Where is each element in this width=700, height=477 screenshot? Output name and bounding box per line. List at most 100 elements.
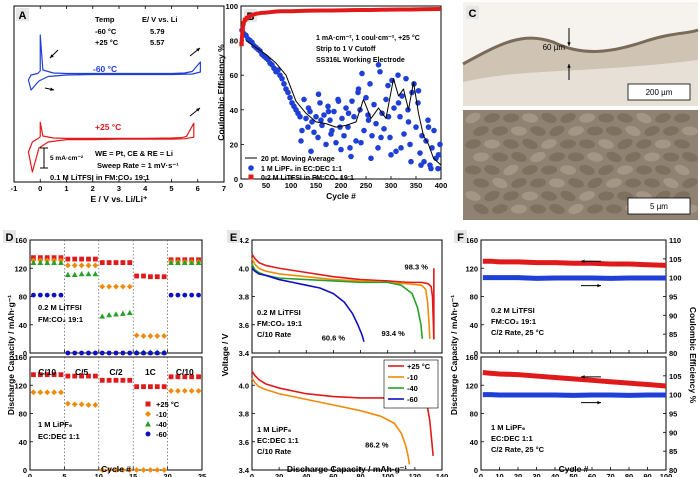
- panel-d-point: [86, 350, 91, 356]
- panel-f-x-tick-label: 30: [532, 472, 540, 477]
- panel-d-electrolyte-label: 0.2 M LiTFSI: [38, 303, 82, 312]
- panel-c-grain: [636, 165, 652, 175]
- panel-e-x-tick-label: 40: [302, 472, 310, 477]
- panel-b-legend-label: 1 M LiPF₆ in EC:DEC 1:1: [261, 166, 342, 173]
- panel-a-note: 0.1 M LiTFSI in FM:CO₂ 19:1: [50, 173, 150, 182]
- panel-b-legend-label: 20 pt. Moving Average: [261, 156, 335, 163]
- panel-a-x-tick-label: 1: [64, 184, 68, 193]
- panel-d-point: [119, 283, 126, 290]
- panel-d-electrolyte-label: EC:DEC 1:1: [38, 432, 80, 441]
- panel-b-point: [385, 82, 391, 89]
- panel-d-y-tick-label: 160: [14, 236, 27, 245]
- panel-d-point: [85, 262, 92, 269]
- panel-c-grain: [663, 126, 679, 136]
- panel-c-grain: [625, 125, 641, 137]
- panel-a-x-tick-label: 3: [117, 184, 121, 193]
- panel-b-legend-label: 0.2 M LiTFSI in FM:CO₂ 19:1: [261, 175, 354, 182]
- panel-a-x-tick-label: 7: [222, 184, 226, 193]
- panel-d-legend-label: -10: [156, 410, 167, 419]
- panel-c-grain: [511, 178, 527, 188]
- panel-c-label-bg: [466, 6, 479, 19]
- panel-e-y-tick-label: 3.8: [239, 293, 249, 302]
- panel-c-grain: [655, 165, 671, 175]
- panel-d-point: [113, 311, 119, 317]
- panel-d-point: [133, 467, 140, 473]
- panel-d-point: [168, 388, 174, 394]
- panel-c-grain: [560, 139, 576, 149]
- panel-b-x-tick-label: 50: [262, 181, 270, 190]
- panel-c-grain: [503, 191, 519, 201]
- panel-f-electrolyte-label: 0.2 M LiTFSI: [491, 306, 535, 315]
- panel-b-y-tick-label: 20: [230, 140, 238, 149]
- panel-c-grain: [579, 191, 595, 201]
- panel-d-point: [134, 273, 140, 279]
- panel-e-legend-label: +25 °C: [407, 362, 431, 371]
- panel-b-point: [418, 162, 424, 168]
- panel-a-x-tick-label: 4: [143, 184, 148, 193]
- panel-c-grain: [579, 139, 595, 149]
- panel-e-y-tick-label: 4.2: [239, 236, 249, 245]
- panel-b-point: [345, 124, 351, 130]
- panel-d-point: [126, 283, 133, 290]
- panel-d-legend-swatch: [145, 421, 151, 427]
- panel-b-point: [319, 122, 325, 129]
- panel-d-y-tick-label: 40: [19, 321, 27, 330]
- panel-e-ylabel: Voltage / V: [220, 333, 230, 376]
- panel-b-x-tick-label: 0: [239, 181, 243, 190]
- panel-c-grain: [617, 113, 633, 123]
- panel-d-point: [120, 260, 126, 265]
- panel-c-grain: [644, 178, 660, 188]
- panel-b-point: [301, 96, 307, 103]
- panel-f-y-right-tick-label: 85: [669, 330, 677, 339]
- panel-e-electrolyte-label: FM:CO₂ 19:1: [257, 319, 302, 328]
- panel-d-y-tick-label: 80: [19, 410, 27, 419]
- panel-b-point: [435, 151, 442, 158]
- panel-f-x-tick-label: 90: [643, 472, 651, 477]
- panel-d-point: [126, 467, 133, 473]
- panel-c-grain: [530, 151, 546, 163]
- panel-d-point: [64, 271, 71, 278]
- panel-e-y-tick-label: 3.6: [239, 321, 249, 330]
- panel-d-point: [175, 292, 181, 298]
- panel-b-point: [349, 98, 355, 104]
- panel-e-y-tick-label: 3.6: [239, 438, 249, 447]
- panel-d-point: [140, 333, 147, 339]
- panel-e-series-line: [251, 267, 365, 342]
- panel-c-grain: [503, 113, 519, 123]
- panel-c-grain: [492, 177, 508, 189]
- panel-c-grain: [511, 126, 527, 136]
- panel-e-y-tick-label: 3.4: [239, 466, 250, 475]
- panel-b-point: [397, 113, 403, 120]
- panel-d-point: [113, 467, 119, 473]
- panel-c-grain: [465, 139, 481, 149]
- panel-f-x-tick-label: 0: [479, 472, 483, 477]
- panel-c-grain: [598, 113, 614, 123]
- panel-b-point: [435, 165, 441, 172]
- panel-d-point: [134, 384, 140, 390]
- panel-c-grain: [465, 165, 481, 175]
- panel-b-point: [381, 126, 387, 132]
- panel-b-x-tick-label: 150: [310, 181, 323, 190]
- panel-d-point: [44, 292, 50, 298]
- panel-f-x-tick-label: 80: [625, 472, 633, 477]
- panel-f-ylabel-right: Coulombic Efficiency %: [688, 307, 698, 404]
- panel-d-point: [86, 256, 91, 262]
- panel-d-point: [113, 260, 119, 265]
- panel-b-x-tick-label: 250: [360, 181, 373, 190]
- panel-d-point: [106, 467, 113, 473]
- panel-f-y-left-tick-label: 0: [474, 466, 478, 475]
- panel-b-point: [359, 70, 365, 77]
- panel-c-grain: [606, 126, 622, 136]
- panel-b-point: [425, 117, 431, 123]
- panel-a-x-tick-label: 5: [169, 184, 173, 193]
- panel-d-point: [85, 271, 92, 277]
- panel-b-point: [407, 141, 413, 148]
- panel-f-axis-arrow-head: [597, 400, 601, 405]
- panel-d-point: [181, 388, 188, 394]
- panel-b-point: [395, 100, 402, 106]
- panel-d-point: [147, 467, 154, 473]
- panel-d-point: [127, 260, 133, 265]
- panel-d-point: [161, 384, 167, 390]
- panel-e-electrolyte-label: C/10 Rate: [257, 330, 291, 339]
- panel-d-point: [168, 259, 174, 265]
